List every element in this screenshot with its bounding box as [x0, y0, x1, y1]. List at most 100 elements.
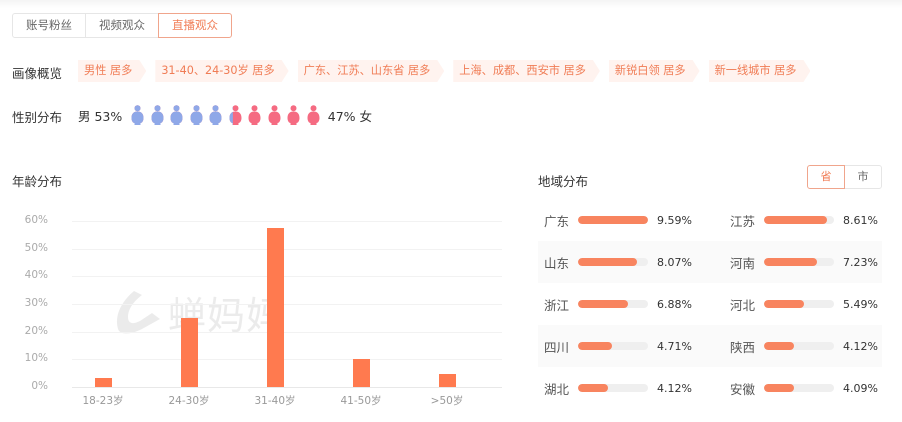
- region-bar-track: [578, 384, 648, 392]
- person-icon: [170, 105, 183, 125]
- grid-line: [72, 304, 502, 305]
- age-bar-chart: 蝉妈妈 0% 10% 20% 30% 40% 50% 60% 18-23岁 24-30岁 31-4…: [12, 205, 502, 410]
- region-name: 河南: [730, 255, 756, 271]
- region-row: 山东 8.07% 河南 7.23%: [538, 241, 882, 283]
- gender-distribution: 男 53% 47% 女: [78, 104, 372, 126]
- female-percentage: 47% 女: [327, 108, 373, 124]
- x-axis-tick: 31-40岁: [254, 395, 296, 407]
- region-name: 陕西: [730, 339, 756, 355]
- age-title: 年龄分布: [12, 174, 63, 189]
- region-name: 山东: [544, 255, 570, 271]
- top-shadow: [0, 0, 902, 8]
- region-row: 湖北 4.12% 安徽 4.09%: [538, 367, 882, 409]
- province-toggle-button[interactable]: 省: [807, 165, 845, 189]
- region-bar-track: [764, 342, 834, 350]
- city-toggle-button[interactable]: 市: [844, 165, 882, 189]
- tab-account-fans[interactable]: 账号粉丝: [12, 13, 86, 38]
- portrait-tag: 上海、成都、西安市 居多: [453, 60, 600, 82]
- audience-tabs: 账号粉丝 视频观众 直播观众: [12, 13, 232, 38]
- region-percentage: 5.49%: [843, 297, 878, 311]
- age-bar[interactable]: [94, 377, 112, 387]
- region-bar-fill: [578, 384, 609, 392]
- portrait-tag: 男性 居多: [78, 60, 146, 82]
- region-row: 广东 9.59% 江苏 8.61%: [538, 199, 882, 241]
- y-axis-tick: 30%: [24, 297, 48, 309]
- grid-line: [72, 221, 502, 222]
- person-icon: [229, 105, 242, 125]
- region-bar-fill: [578, 300, 629, 308]
- region-level-toggle: 省 市: [807, 165, 882, 189]
- age-bar[interactable]: [352, 359, 370, 387]
- x-axis-tick: 41-50岁: [340, 395, 382, 407]
- male-percentage: 男 53%: [78, 108, 123, 124]
- region-item: 河北 5.49%: [724, 295, 882, 314]
- y-axis-tick: 60%: [24, 214, 48, 226]
- person-icon: [307, 105, 320, 125]
- region-bar-fill: [578, 342, 613, 350]
- age-bar[interactable]: [266, 228, 284, 387]
- region-name: 浙江: [544, 297, 570, 313]
- person-icon: [268, 105, 281, 125]
- region-name: 河北: [730, 297, 756, 313]
- person-icon: [287, 105, 300, 125]
- region-name: 四川: [544, 339, 570, 355]
- y-axis-tick: 10%: [24, 352, 48, 365]
- region-percentage: 4.71%: [657, 339, 692, 353]
- region-row: 浙江 6.88% 河北 5.49%: [538, 283, 882, 325]
- person-icon: [190, 105, 203, 125]
- region-item: 湖北 4.12%: [538, 379, 724, 398]
- x-axis-tick: >50岁: [430, 395, 464, 407]
- x-axis-tick: 24-30岁: [168, 395, 210, 407]
- region-name: 安徽: [730, 381, 756, 397]
- portrait-tag: 新一线城市 居多: [709, 60, 811, 82]
- region-item: 四川 4.71%: [538, 337, 724, 356]
- grid-line: [72, 276, 502, 278]
- region-title: 地域分布: [538, 174, 589, 189]
- region-bar-fill: [764, 216, 827, 224]
- region-percentage: 4.09%: [843, 381, 878, 395]
- region-item: 安徽 4.09%: [724, 379, 882, 398]
- age-bar[interactable]: [180, 318, 198, 387]
- region-bar-fill: [764, 300, 805, 308]
- y-axis-tick: 50%: [24, 241, 48, 254]
- gender-label: 性别分布: [12, 110, 63, 125]
- region-percentage: 9.59%: [657, 213, 692, 227]
- person-icon: [131, 105, 144, 125]
- region-percentage: 4.12%: [657, 381, 692, 395]
- region-bar-track: [578, 258, 648, 266]
- grid-line: [72, 248, 502, 250]
- region-percentage: 6.88%: [657, 297, 692, 311]
- region-name: 湖北: [544, 381, 570, 397]
- region-item: 江苏 8.61%: [724, 211, 882, 230]
- region-percentage: 8.07%: [657, 255, 692, 269]
- tab-live-viewers[interactable]: 直播观众: [158, 13, 232, 38]
- person-icon: [209, 105, 222, 125]
- region-item: 浙江 6.88%: [538, 295, 724, 314]
- region-bar-track: [764, 384, 834, 392]
- portrait-tag: 广东、江苏、山东省 居多: [298, 60, 445, 82]
- region-item: 陕西 4.12%: [724, 337, 882, 356]
- region-name: 江苏: [730, 213, 756, 229]
- y-axis-tick: 40%: [24, 269, 48, 282]
- grid-line: [72, 331, 502, 333]
- portrait-label: 画像概览: [12, 66, 63, 81]
- region-item: 山东 8.07%: [538, 253, 724, 272]
- portrait-tags: 男性 居多 31-40、24-30岁 居多 广东、江苏、山东省 居多 上海、成都…: [78, 60, 819, 82]
- x-axis-line: [72, 387, 502, 388]
- region-bar-fill: [764, 258, 817, 266]
- region-percentage: 4.12%: [843, 339, 878, 353]
- gender-figures: [131, 105, 320, 125]
- region-bar-track: [578, 300, 648, 308]
- region-bar-track: [764, 300, 834, 308]
- portrait-tag: 新锐白领 居多: [609, 60, 700, 82]
- tab-video-viewers[interactable]: 视频观众: [85, 13, 159, 38]
- age-bar[interactable]: [438, 373, 456, 387]
- watermark-logo-icon: [116, 290, 160, 333]
- person-icon: [151, 105, 164, 125]
- person-icon: [248, 105, 261, 125]
- x-axis-tick: 18-23岁: [82, 395, 124, 407]
- region-percentage: 7.23%: [843, 255, 878, 269]
- y-axis-tick: 0%: [31, 380, 48, 392]
- region-bar-fill: [578, 216, 648, 224]
- region-list: 广东 9.59% 江苏 8.61% 山东 8.07% 河南 7.23% 浙江 6.88% 河北 5.4…: [538, 199, 882, 409]
